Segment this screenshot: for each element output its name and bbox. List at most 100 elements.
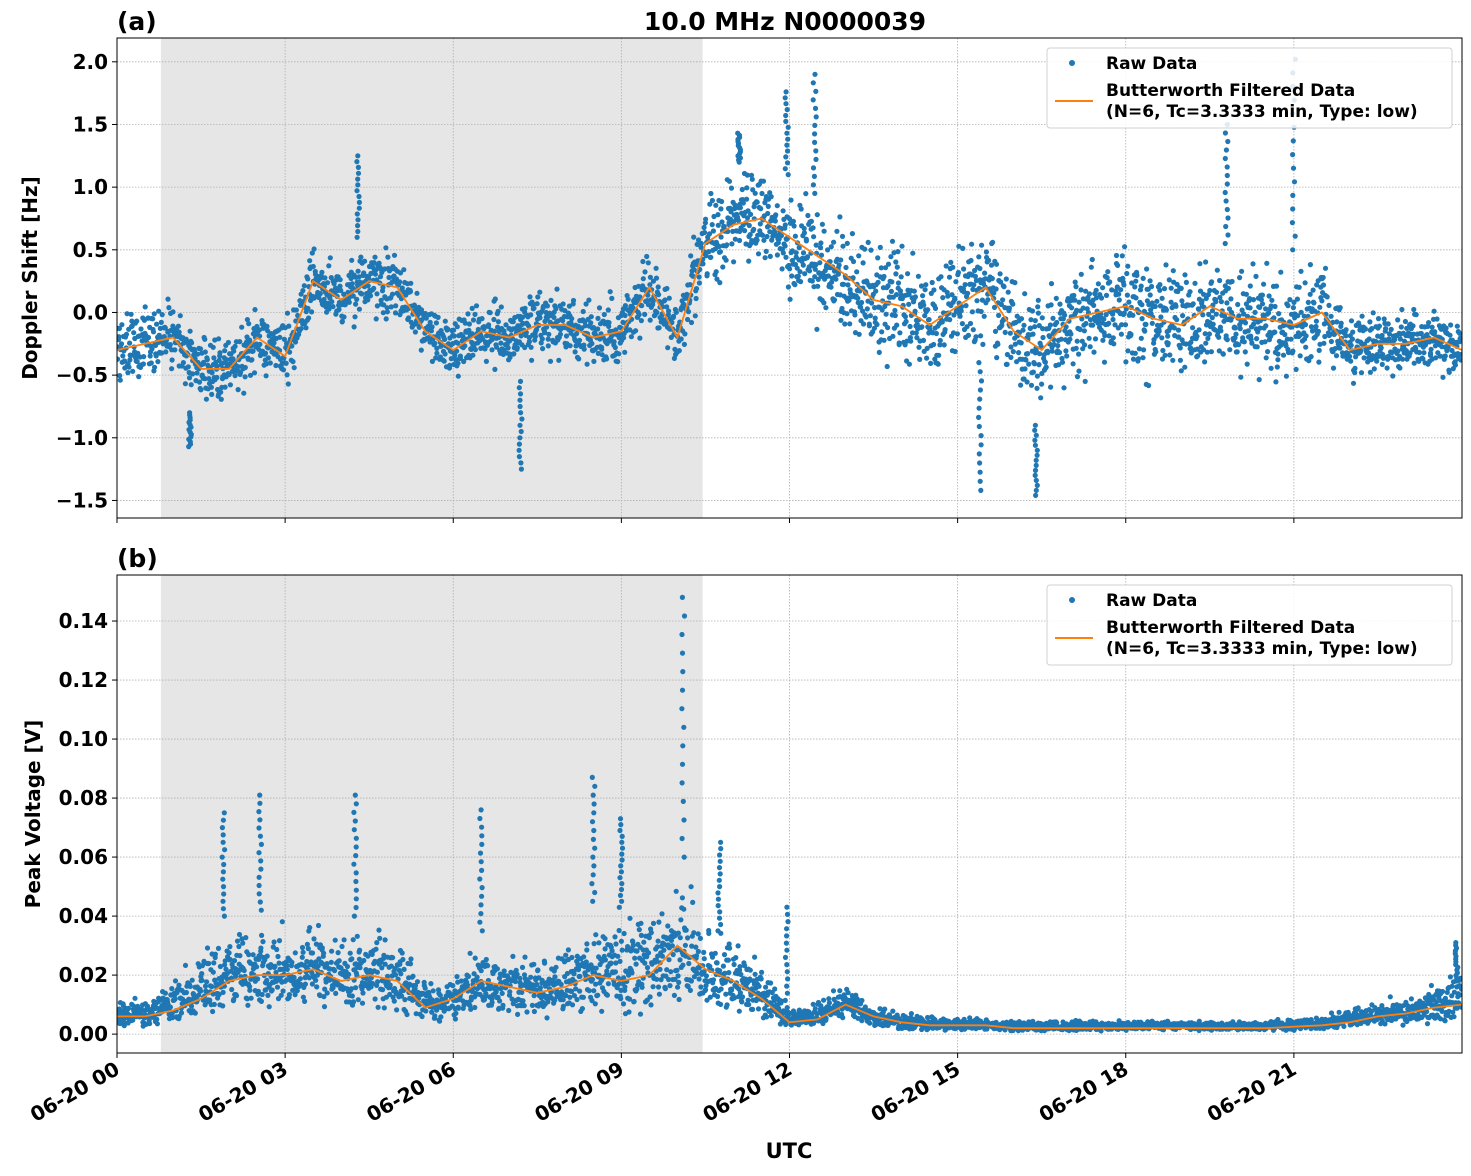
- raw-point: [277, 335, 282, 340]
- raw-point: [924, 356, 929, 361]
- raw-point: [822, 229, 827, 234]
- raw-point: [1363, 327, 1368, 332]
- raw-point: [1230, 279, 1235, 284]
- raw-point: [1444, 326, 1449, 331]
- raw-point: [558, 332, 563, 337]
- raw-point: [345, 964, 350, 969]
- raw-point: [569, 955, 574, 960]
- raw-point: [1073, 280, 1078, 285]
- raw-point: [1128, 332, 1133, 337]
- raw-peak-point: [784, 143, 789, 148]
- raw-peak-point: [1291, 166, 1296, 171]
- raw-point: [535, 301, 540, 306]
- raw-point: [720, 264, 725, 269]
- raw-point: [923, 287, 928, 292]
- raw-point: [1067, 337, 1072, 342]
- raw-point: [884, 312, 889, 317]
- raw-point: [275, 985, 280, 990]
- raw-point: [490, 1000, 495, 1005]
- raw-peak-point: [1225, 232, 1230, 237]
- raw-peak-point: [783, 119, 788, 124]
- raw-point: [648, 1002, 653, 1007]
- raw-point: [649, 930, 654, 935]
- raw-point: [1140, 316, 1145, 321]
- raw-point: [264, 978, 269, 983]
- raw-point: [1238, 375, 1243, 380]
- raw-point: [667, 983, 672, 988]
- raw-point: [668, 969, 673, 974]
- raw-point: [1337, 346, 1342, 351]
- raw-point: [1311, 288, 1316, 293]
- raw-point: [265, 954, 270, 959]
- raw-point: [680, 963, 685, 968]
- raw-point: [645, 965, 650, 970]
- raw-point: [423, 1008, 428, 1013]
- raw-point: [273, 363, 278, 368]
- raw-point: [1284, 374, 1289, 379]
- raw-peak-point: [812, 140, 817, 145]
- raw-point: [1117, 297, 1122, 302]
- raw-point: [1160, 296, 1165, 301]
- raw-point: [1008, 344, 1013, 349]
- raw-point: [474, 303, 479, 308]
- raw-point: [357, 307, 362, 312]
- raw-point: [832, 297, 837, 302]
- raw-point: [375, 979, 380, 984]
- raw-point: [940, 319, 945, 324]
- raw-point: [661, 948, 666, 953]
- raw-point: [168, 342, 173, 347]
- raw-point: [1050, 316, 1055, 321]
- raw-point: [641, 276, 646, 281]
- raw-point: [523, 306, 528, 311]
- raw-point: [169, 366, 174, 371]
- raw-peak-point: [978, 470, 983, 475]
- raw-point: [368, 293, 373, 298]
- raw-point: [866, 240, 871, 245]
- raw-point: [613, 941, 618, 946]
- raw-point: [760, 233, 765, 238]
- raw-point: [1036, 311, 1041, 316]
- raw-point: [211, 970, 216, 975]
- raw-point: [189, 382, 194, 387]
- raw-peak-point: [1225, 164, 1230, 169]
- raw-point: [529, 358, 534, 363]
- raw-peak-point: [517, 448, 522, 453]
- raw-peak-point: [783, 154, 788, 159]
- raw-point: [893, 259, 898, 264]
- raw-point: [677, 348, 682, 353]
- raw-point: [467, 321, 472, 326]
- raw-point: [867, 323, 872, 328]
- raw-point: [1239, 269, 1244, 274]
- raw-point: [428, 981, 433, 986]
- raw-point: [739, 999, 744, 1004]
- raw-point: [996, 313, 1001, 318]
- raw-point: [472, 1005, 477, 1010]
- raw-point: [1132, 284, 1137, 289]
- raw-point: [1036, 298, 1041, 303]
- raw-point: [1245, 362, 1250, 367]
- raw-point: [1164, 307, 1169, 312]
- raw-point: [410, 974, 415, 979]
- raw-point: [1267, 293, 1272, 298]
- raw-point: [654, 310, 659, 315]
- raw-point: [471, 317, 476, 322]
- raw-point: [513, 979, 518, 984]
- raw-point: [994, 286, 999, 291]
- raw-point: [400, 950, 405, 955]
- raw-peak-point: [1290, 152, 1295, 157]
- raw-peak-point: [1034, 463, 1039, 468]
- raw-point: [220, 1003, 225, 1008]
- raw-point: [753, 972, 758, 977]
- raw-point: [896, 280, 901, 285]
- raw-point: [787, 266, 792, 271]
- raw-point: [990, 276, 995, 281]
- raw-point: [515, 1012, 520, 1017]
- raw-point: [154, 1017, 159, 1022]
- raw-point: [1260, 293, 1265, 298]
- raw-point: [1194, 334, 1199, 339]
- raw-point: [648, 318, 653, 323]
- raw-point: [615, 954, 620, 959]
- raw-point: [554, 287, 559, 292]
- raw-peak-point: [517, 385, 522, 390]
- raw-point: [892, 308, 897, 313]
